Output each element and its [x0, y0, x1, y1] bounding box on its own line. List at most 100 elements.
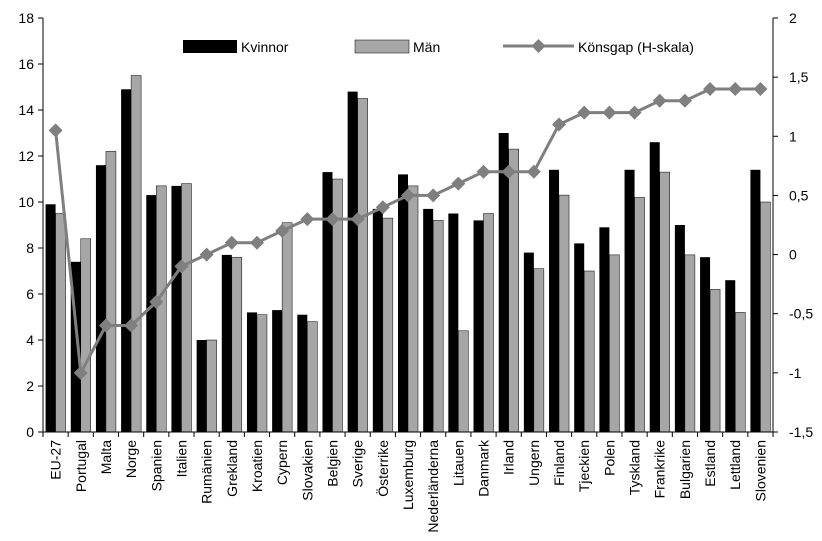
bar-kvinnor: [750, 169, 761, 433]
bar-man: [407, 185, 419, 433]
bar-kvinnor: [372, 208, 383, 432]
category-label: Sverige: [350, 440, 366, 488]
gap-marker: [350, 212, 365, 227]
bar-kvinnor: [398, 174, 408, 432]
bar-man: [734, 312, 746, 433]
gap-marker: [652, 93, 667, 108]
y-tick-label-right: -0,5: [789, 306, 813, 322]
bar-kvinnor: [146, 195, 157, 432]
category-label: Tyskland: [627, 440, 643, 495]
bar-man: [130, 75, 142, 433]
bar-kvinnor: [599, 227, 610, 432]
category-label: Cypern: [274, 440, 290, 485]
gap-marker: [124, 318, 139, 333]
gap-marker: [48, 123, 63, 138]
axes-layer: 0 2 4 6 8 10 12 14 16 18 -1,5 -1 -0,5 0 0,5 1 1,5 2 EU-27 P…: [18, 10, 813, 533]
y-tick-label-left: 14: [18, 102, 34, 118]
y-tick-label-right: -1: [789, 365, 802, 381]
gap-marker: [401, 188, 415, 203]
gap-marker: [300, 212, 315, 227]
gap-marker: [375, 200, 390, 215]
gap-marker: [476, 164, 491, 179]
bar-man: [709, 289, 721, 433]
bar-man: [382, 217, 394, 433]
legend-label-gap: Könsgap (H-skala): [578, 39, 694, 55]
category-label: Lettland: [727, 440, 743, 490]
category-label: EU-27: [48, 440, 64, 480]
legend-label-kvinnor: Kvinnor: [241, 39, 289, 55]
y-tick-label-left: 16: [18, 56, 34, 72]
gap-marker: [426, 188, 441, 203]
bar-kvinnor: [322, 172, 333, 432]
legend: Kvinnor Män Könsgap (H-skala): [183, 39, 694, 55]
bar-man: [684, 254, 696, 433]
category-label: Nederländerna: [425, 440, 441, 533]
y-tick-label-left: 2: [26, 378, 34, 394]
gap-marker: [703, 81, 718, 96]
category-label: Malta: [98, 440, 114, 474]
gap-marker: [73, 365, 88, 380]
category-label: Spanien: [148, 440, 164, 491]
y-tick-label-left: 12: [18, 148, 34, 164]
bar-kvinnor: [272, 310, 283, 432]
y-tick-label-left: 6: [26, 286, 34, 302]
legend-label-man: Män: [413, 39, 440, 55]
y-tick-label-right: 0,5: [789, 187, 809, 203]
bar-man: [634, 197, 645, 433]
bar-kvinnor: [498, 133, 509, 432]
category-label: Grekland: [224, 440, 240, 497]
bar-kvinnor: [347, 91, 358, 432]
bar-kvinnor: [473, 220, 484, 432]
category-label: Italien: [173, 440, 189, 477]
y-tick-label-left: 8: [26, 240, 34, 256]
gap-marker: [275, 223, 290, 238]
y-tick-label-left: 0: [26, 424, 34, 440]
y-tick-label-left: 10: [18, 194, 34, 210]
bar-man: [508, 148, 519, 433]
bar-man: [558, 194, 570, 433]
y-tick-label-right: 2: [789, 10, 797, 26]
gap-marker: [526, 164, 541, 179]
bar-kvinnor: [196, 340, 207, 432]
category-label: Irland: [501, 440, 517, 475]
category-label: Portugal: [73, 440, 89, 492]
bar-man: [80, 238, 92, 433]
bar-kvinnor: [448, 213, 459, 432]
gap-marker: [602, 105, 617, 120]
y-tick-label-right: 1: [789, 128, 797, 144]
category-label: Finland: [551, 440, 567, 486]
bar-man: [483, 213, 494, 433]
gap-marker: [174, 259, 189, 274]
legend-swatch-man: [354, 39, 410, 54]
legend-swatch-kvinnor: [183, 40, 237, 53]
gap-marker: [199, 247, 214, 262]
bar-kvinnor: [574, 243, 585, 432]
category-label: Österrike: [374, 440, 391, 497]
gap-marker: [249, 235, 264, 250]
gap-marker: [552, 117, 567, 132]
category-label: Slovenien: [752, 440, 768, 502]
bar-kvinnor: [121, 89, 132, 433]
bar-kvinnor: [221, 254, 232, 432]
bar-kvinnor: [649, 142, 660, 432]
category-label: Tjeckien: [576, 440, 592, 492]
category-label: Frankrike: [652, 440, 668, 499]
bar-man: [206, 339, 217, 433]
bar-man: [659, 171, 670, 433]
y-tick-label-left: 4: [26, 332, 34, 348]
bar-kvinnor: [45, 204, 56, 432]
bar-kvinnor: [674, 225, 685, 432]
y-tick-label-right: 0: [789, 247, 797, 263]
bar-man: [583, 270, 595, 433]
gap-line-layer: [48, 81, 768, 380]
category-label: Bulgarien: [677, 440, 693, 499]
bar-man: [760, 201, 771, 433]
bar-man: [357, 98, 368, 433]
legend-marker-gap: [531, 39, 546, 53]
bar-kvinnor: [549, 169, 560, 433]
category-label: Ungern: [526, 440, 542, 486]
category-label: Rumänien: [199, 440, 215, 504]
gap-marker: [577, 105, 592, 120]
bar-man: [533, 268, 545, 433]
